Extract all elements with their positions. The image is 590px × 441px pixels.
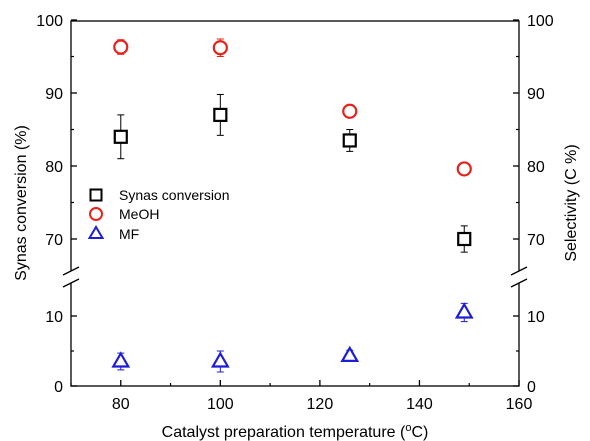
plot-frame <box>70 20 520 387</box>
x-axis-title-degree: o <box>405 422 411 434</box>
data-point-mf <box>111 351 131 368</box>
y-tick-label-right: 70 <box>527 232 545 249</box>
legend-marker-synas <box>89 188 103 202</box>
legend-label-mf: MF <box>119 226 139 242</box>
x-axis-title: Catalyst preparation temperature (oC) <box>162 422 429 441</box>
data-markers <box>111 39 474 368</box>
x-tick-label: 160 <box>506 396 533 413</box>
legend-marker-meoh <box>89 207 103 221</box>
x-tick-label: 100 <box>207 396 234 413</box>
y-tick-label-right: 100 <box>527 13 554 30</box>
legend-label-meoh: MeOH <box>119 206 159 222</box>
x-tick-label: 80 <box>112 396 130 413</box>
data-point-meoh <box>342 103 358 119</box>
data-point-synas-conversion <box>113 129 128 144</box>
data-point-synas-conversion <box>342 133 357 148</box>
y-axis-title-left: Synas conversion (%) <box>13 125 30 281</box>
y-tick-label-left: 70 <box>45 232 63 249</box>
y-tick-label-left: 0 <box>54 379 63 396</box>
y-tick-label-right: 90 <box>527 86 545 103</box>
data-point-synas-conversion <box>457 231 472 247</box>
y-tick-label-right: 0 <box>527 379 536 396</box>
legend: Synas conversion MeOH MF <box>87 187 230 242</box>
data-point-mf <box>340 345 360 362</box>
axis-ticks <box>70 19 520 387</box>
legend-label-synas: Synas conversion <box>119 187 230 203</box>
y-tick-label-left: 80 <box>45 159 63 176</box>
y-tick-label-right: 10 <box>527 309 545 326</box>
data-point-meoh <box>212 40 228 56</box>
data-point-mf <box>454 302 474 319</box>
data-point-meoh <box>113 39 129 55</box>
y-tick-label-left: 10 <box>45 309 63 326</box>
axis-break-gap-right <box>515 271 523 283</box>
data-point-synas-conversion <box>213 107 228 123</box>
x-tick-label: 140 <box>406 396 433 413</box>
axis-break-marks <box>62 266 528 288</box>
y-tick-label-right: 80 <box>527 159 545 176</box>
legend-marker-mf <box>87 225 105 239</box>
y-tick-label-left: 90 <box>45 86 63 103</box>
y-tick-label-left: 100 <box>36 13 63 30</box>
data-point-meoh <box>456 161 472 177</box>
data-point-mf <box>210 351 230 368</box>
x-tick-label: 120 <box>307 396 334 413</box>
axis-break-gap-left <box>67 271 75 283</box>
error-bars <box>117 38 468 373</box>
y-axis-title-right: Selectivity (C %) <box>563 144 580 261</box>
